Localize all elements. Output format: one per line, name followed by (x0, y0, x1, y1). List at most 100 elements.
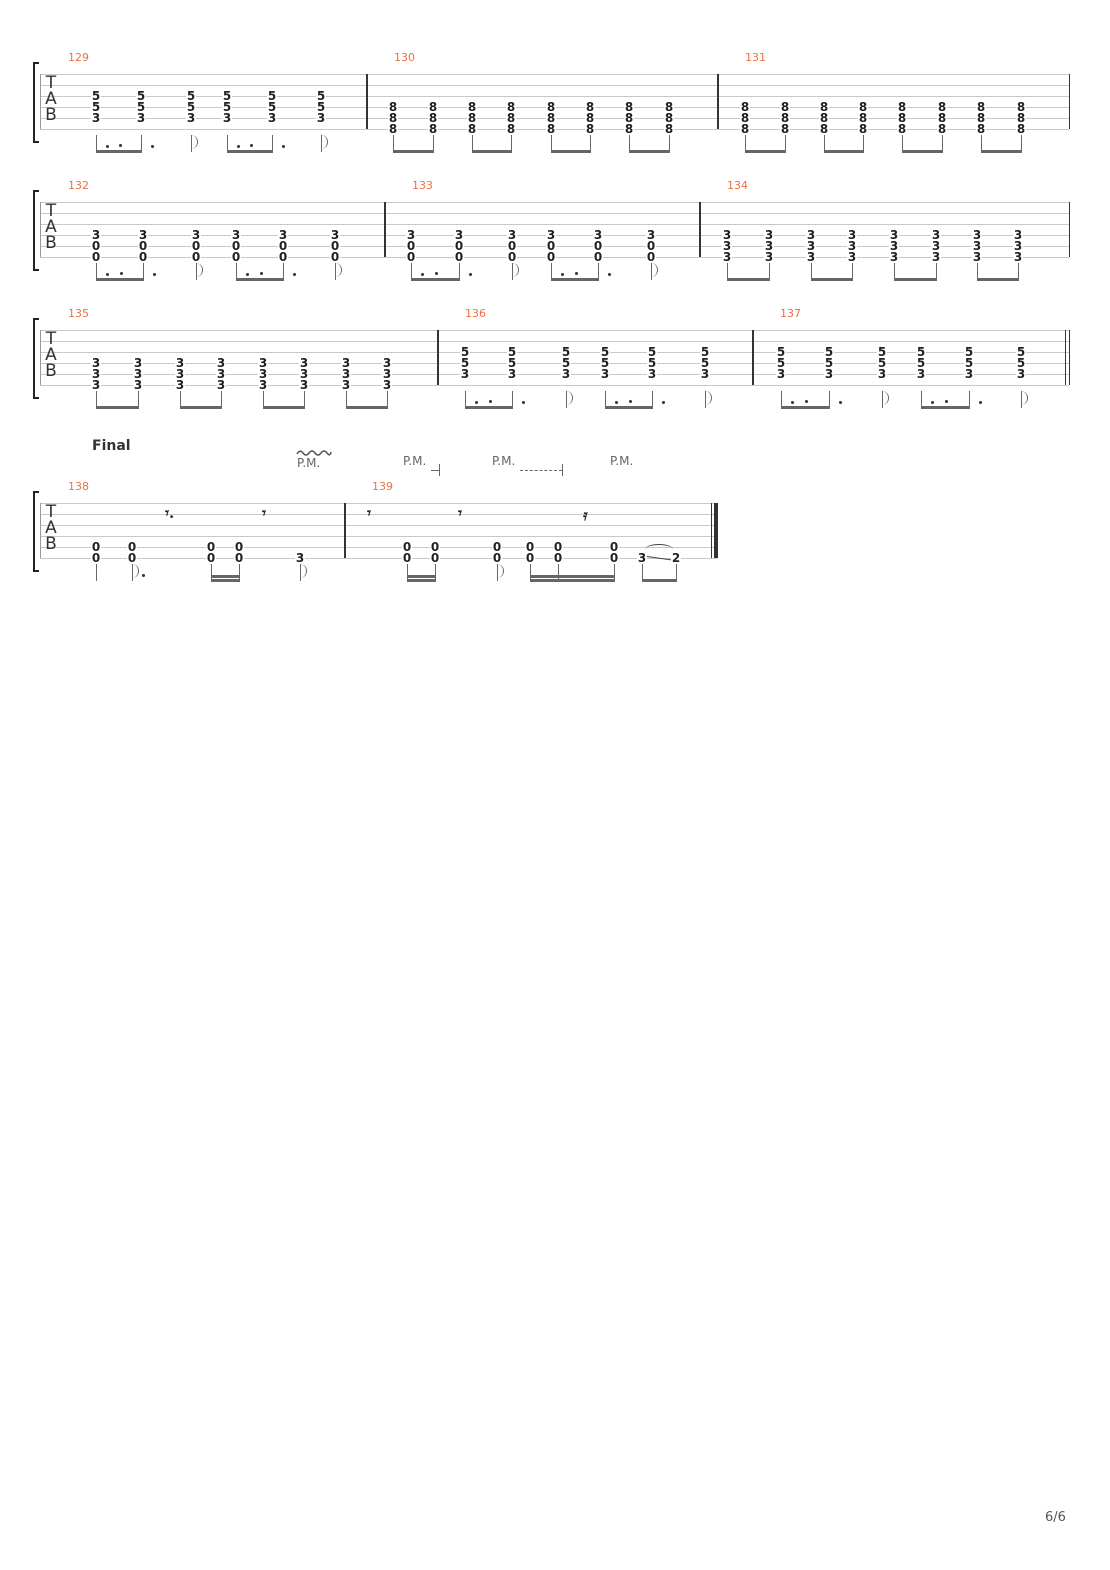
beam (921, 406, 970, 409)
fret-number: 0 (406, 250, 416, 264)
fret-number: 0 (553, 540, 563, 554)
fret-number: 3 (91, 111, 101, 125)
note-stem (96, 391, 97, 408)
fret-number: 3 (764, 239, 774, 253)
staff-start-line (40, 74, 41, 129)
beam (605, 406, 653, 409)
fret-number: 3 (600, 367, 610, 381)
tab-clef-letter: T (45, 201, 57, 221)
fret-number: 0 (546, 239, 556, 253)
fret-number: 8 (624, 111, 634, 125)
palm-mute-1-line (431, 470, 439, 471)
note-stem (221, 391, 222, 408)
fret-number: 3 (847, 228, 857, 242)
beam (642, 579, 677, 582)
fret-number: 0 (553, 551, 563, 565)
beam (393, 150, 434, 153)
note-stem (669, 135, 670, 152)
fret-number: 8 (740, 122, 750, 136)
staff-line (40, 202, 1069, 203)
vibrato-icon (296, 450, 332, 456)
fret-number: 8 (428, 100, 438, 114)
rest: 𝄾 (458, 504, 462, 522)
fret-number: 0 (127, 540, 137, 554)
fret-number: 3 (91, 228, 101, 242)
note-stem (143, 263, 144, 280)
note-flag (132, 564, 139, 578)
fret-number: 3 (175, 378, 185, 392)
note-stem (459, 263, 460, 280)
staff-line (40, 363, 1069, 364)
fret-number: 3 (931, 239, 941, 253)
fret-number: 3 (138, 228, 148, 242)
dot (791, 401, 794, 404)
dot (293, 273, 296, 276)
note-stem (629, 135, 630, 152)
note-stem (465, 391, 466, 408)
fret-number: 0 (593, 250, 603, 264)
fret-number: 0 (234, 551, 244, 565)
fret-number: 3 (175, 356, 185, 370)
measure-number: 131 (745, 51, 766, 64)
fret-number: 0 (91, 250, 101, 264)
fret-number: 5 (600, 356, 610, 370)
tab-clef-letter: T (45, 73, 57, 93)
note-stem (511, 135, 512, 152)
note-stem (785, 135, 786, 152)
fret-number: 3 (406, 228, 416, 242)
fret-number: 0 (206, 551, 216, 565)
fret-number: 3 (216, 378, 226, 392)
fret-number: 3 (133, 367, 143, 381)
dot (561, 273, 564, 276)
note-flag (882, 391, 889, 405)
beam (472, 150, 512, 153)
note-stem (558, 564, 559, 581)
fret-number: 5 (824, 356, 834, 370)
fret-number: 3 (341, 356, 351, 370)
tab-clef-letter: T (45, 329, 57, 349)
note-flag (651, 263, 658, 277)
fret-number: 0 (138, 239, 148, 253)
note-stem (921, 391, 922, 408)
note-stem (781, 391, 782, 408)
fret-number: 3 (593, 228, 603, 242)
fret-number: 8 (819, 122, 829, 136)
fret-number: 3 (382, 356, 392, 370)
fret-number: 3 (216, 356, 226, 370)
fret-number: 5 (916, 345, 926, 359)
fret-number: 8 (740, 111, 750, 125)
fret-number: 8 (1016, 100, 1026, 114)
note-stem (435, 564, 436, 581)
note-stem (977, 263, 978, 280)
fret-number: 5 (267, 100, 277, 114)
fret-number: 3 (136, 111, 146, 125)
fret-number: 0 (231, 250, 241, 264)
note-stem (283, 263, 284, 280)
fret-number: 8 (740, 100, 750, 114)
fret-number: 3 (972, 239, 982, 253)
fret-number: 3 (824, 367, 834, 381)
fret-number: 3 (931, 228, 941, 242)
tab-clef-letter: A (45, 518, 57, 538)
beam (902, 150, 943, 153)
beam (727, 278, 770, 281)
beam (824, 150, 864, 153)
palm-mute-1-end (439, 464, 440, 476)
fret-number: 3 (295, 551, 305, 565)
fret-number: 0 (454, 250, 464, 264)
fret-number: 5 (460, 345, 470, 359)
note-stem (433, 135, 434, 152)
fret-number: 8 (506, 100, 516, 114)
system-bracket (33, 318, 39, 399)
note-stem (590, 135, 591, 152)
note-stem (263, 391, 264, 408)
measure-number: 130 (394, 51, 415, 64)
staff-line (40, 525, 717, 526)
beam (551, 278, 599, 281)
note-stem (96, 564, 97, 581)
fret-number: 3 (299, 367, 309, 381)
fret-number: 5 (507, 345, 517, 359)
staff-line (40, 558, 717, 559)
note-stem (902, 135, 903, 152)
